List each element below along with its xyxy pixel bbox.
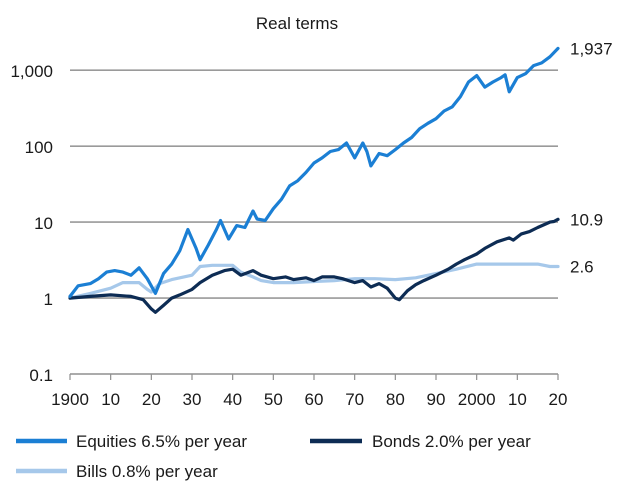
legend-label-bonds: Bonds 2.0% per year [372,432,531,451]
x-tick-label: 50 [264,390,283,409]
y-tick-label: 10 [34,214,53,233]
grid-lines [70,69,558,299]
x-tick-label: 60 [305,390,324,409]
x-axis: 1900 10 20 30 40 50 60 70 80 90 2000 10 20 [51,373,568,409]
x-tick-label: 20 [142,390,161,409]
y-tick-label: 0.1 [29,366,53,385]
y-tick-label: 1,000 [10,62,53,81]
legend-label-bills: Bills 0.8% per year [76,462,218,481]
y-tick-label: 100 [25,138,53,157]
y-axis-tick-labels: 0.1 1 10 100 1,000 [10,62,53,385]
x-tick-label: 2000 [458,390,496,409]
x-tick-label: 10 [101,390,120,409]
x-tick-label: 70 [345,390,364,409]
end-label-bills: 2.6 [570,258,594,277]
chart-title: Real terms [256,14,338,33]
y-tick-label: 1 [44,290,53,309]
end-label-bonds: 10.9 [570,210,603,229]
legend: Equities 6.5% per year Bonds 2.0% per yea… [16,432,531,481]
end-label-equities: 1,937 [570,39,613,58]
x-tick-label: 30 [183,390,202,409]
x-tick-label: 80 [386,390,405,409]
x-tick-label: 90 [427,390,446,409]
x-tick-label: 10 [508,390,527,409]
end-labels: 1,937 10.9 2.6 [570,39,613,276]
series-line-bills [68,262,560,300]
x-tick-label: 20 [549,390,568,409]
series-line-bonds [68,217,560,314]
series-line-equities [68,46,560,298]
legend-label-equities: Equities 6.5% per year [76,432,247,451]
series-lines [68,46,560,314]
x-tick-label: 40 [223,390,242,409]
x-tick-label: 1900 [51,390,89,409]
